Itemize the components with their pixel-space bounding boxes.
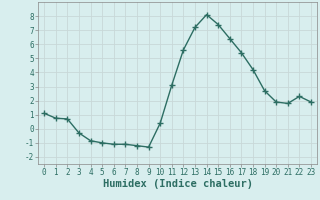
X-axis label: Humidex (Indice chaleur): Humidex (Indice chaleur) <box>103 179 252 189</box>
